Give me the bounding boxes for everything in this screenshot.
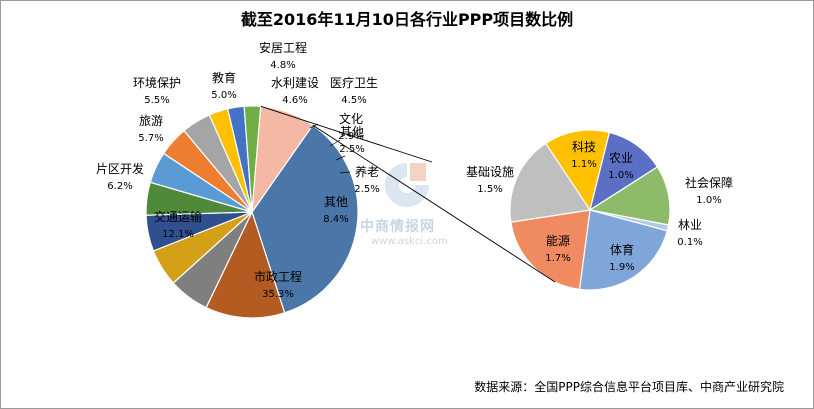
main-slice-label-12: 其他 bbox=[324, 195, 348, 209]
main-slice-label-3: 旅游 bbox=[139, 114, 163, 128]
secondary-pie-slice-5 bbox=[510, 209, 591, 290]
watermark-logo bbox=[382, 160, 432, 210]
watermark-name: 中商情报网 bbox=[360, 219, 435, 235]
secondary-slice-value-4: 1.9% bbox=[609, 262, 634, 273]
watermark-url: www.askci.com bbox=[371, 236, 448, 247]
main-slice-label-4: 环境保护 bbox=[133, 75, 181, 90]
connector-line-bottom bbox=[312, 124, 556, 283]
main-slice-value-4: 5.5% bbox=[144, 95, 169, 106]
secondary-slice-value-1: 1.0% bbox=[608, 170, 633, 181]
main-slice-label-9: 文化 bbox=[339, 111, 363, 126]
secondary-pie-slice-4 bbox=[578, 209, 668, 291]
main-slice-label-6: 安居工程 bbox=[259, 40, 307, 55]
main-slice-label-8: 医疗卫生 bbox=[330, 76, 378, 90]
secondary-slice-value-3: 0.1% bbox=[677, 237, 702, 248]
leader-line-8 bbox=[309, 123, 319, 129]
main-slice-value-12: 8.4% bbox=[323, 214, 348, 225]
secondary-slice-value-5: 1.7% bbox=[545, 253, 570, 264]
connector-line-top bbox=[260, 105, 433, 163]
secondary-slice-value-0: 1.1% bbox=[571, 159, 596, 170]
main-slice-label-5: 教育 bbox=[212, 70, 236, 85]
main-slice-value-5: 5.0% bbox=[211, 90, 236, 101]
main-slice-label-0: 市政工程 bbox=[254, 269, 302, 284]
data-source-note: 数据来源：全国PPP综合信息平台项目库、中商产业研究院 bbox=[474, 380, 784, 394]
main-slice-label-10: 其他 bbox=[340, 125, 364, 139]
main-slice-value-8: 4.5% bbox=[341, 95, 366, 106]
secondary-pie-slice-0 bbox=[544, 129, 611, 212]
secondary-slice-value-2: 1.0% bbox=[696, 195, 721, 206]
main-slice-value-1: 12.1% bbox=[162, 229, 194, 240]
secondary-pie-slice-2 bbox=[588, 166, 671, 226]
secondary-slice-label-1: 农业 bbox=[609, 151, 633, 165]
leader-line-9 bbox=[329, 139, 341, 147]
main-slice-value-11: 2.5% bbox=[354, 184, 379, 195]
secondary-slice-label-6: 基础设施 bbox=[466, 165, 514, 179]
main-slice-label-2: 片区开发 bbox=[96, 161, 144, 176]
secondary-slice-label-5: 能源 bbox=[546, 234, 570, 248]
main-slice-value-6: 4.8% bbox=[270, 60, 295, 71]
leader-line-11 bbox=[339, 171, 351, 174]
main-slice-label-7: 水利建设 bbox=[271, 76, 319, 90]
main-pie-slice-1 bbox=[205, 210, 286, 319]
main-slice-value-9: 2.9% bbox=[338, 131, 363, 142]
main-slice-value-3: 5.7% bbox=[138, 133, 163, 144]
main-slice-value-2: 6.2% bbox=[107, 181, 132, 192]
main-slice-value-0: 35.3% bbox=[262, 289, 294, 300]
chart-title: 截至2016年11月10日各行业PPP项目数比例 bbox=[240, 10, 574, 29]
main-slice-value-7: 4.6% bbox=[282, 95, 307, 106]
main-slice-label-1: 交通运输 bbox=[154, 209, 202, 224]
secondary-slice-value-6: 1.5% bbox=[477, 184, 502, 195]
secondary-slice-label-0: 科技 bbox=[572, 140, 596, 154]
leader-line-10 bbox=[335, 155, 346, 161]
main-slice-value-10: 2.5% bbox=[339, 144, 364, 155]
secondary-slice-label-2: 社会保障 bbox=[685, 175, 733, 190]
secondary-pie-slice-1 bbox=[589, 131, 659, 212]
secondary-pie-slice-6 bbox=[509, 142, 592, 223]
secondary-slice-label-3: 林业 bbox=[678, 218, 702, 232]
secondary-slice-label-4: 体育 bbox=[610, 242, 634, 257]
main-slice-label-11: 养老 bbox=[355, 164, 379, 179]
